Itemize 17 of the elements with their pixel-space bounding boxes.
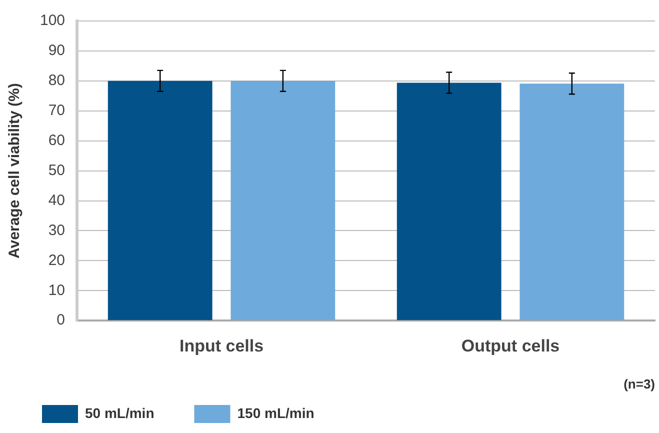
text: (n=3) — [624, 376, 655, 392]
y-tick-label: 60 — [48, 132, 66, 149]
y-tick-label: 0 — [56, 312, 66, 329]
y-axis-title: Average cell viability (%) — [6, 83, 24, 258]
y-tick-label: 30 — [48, 222, 66, 239]
y-tick-label: 100 — [40, 12, 66, 30]
y-tick-label: 40 — [48, 192, 66, 209]
legend-label: 150 mL/min — [237, 404, 314, 421]
y-tick-label: 50 — [48, 162, 66, 179]
y-tick-label: 70 — [48, 102, 66, 120]
y-tick-label: 90 — [48, 42, 66, 60]
y-tick-label: 10 — [48, 282, 66, 299]
y-tick-label: 20 — [48, 252, 66, 269]
x-tick-label: Output cells — [461, 336, 560, 356]
x-tick-label: Input cells — [179, 336, 264, 356]
legend-label: 50 mL/min — [85, 404, 154, 421]
y-tick-label: 80 — [48, 72, 66, 90]
